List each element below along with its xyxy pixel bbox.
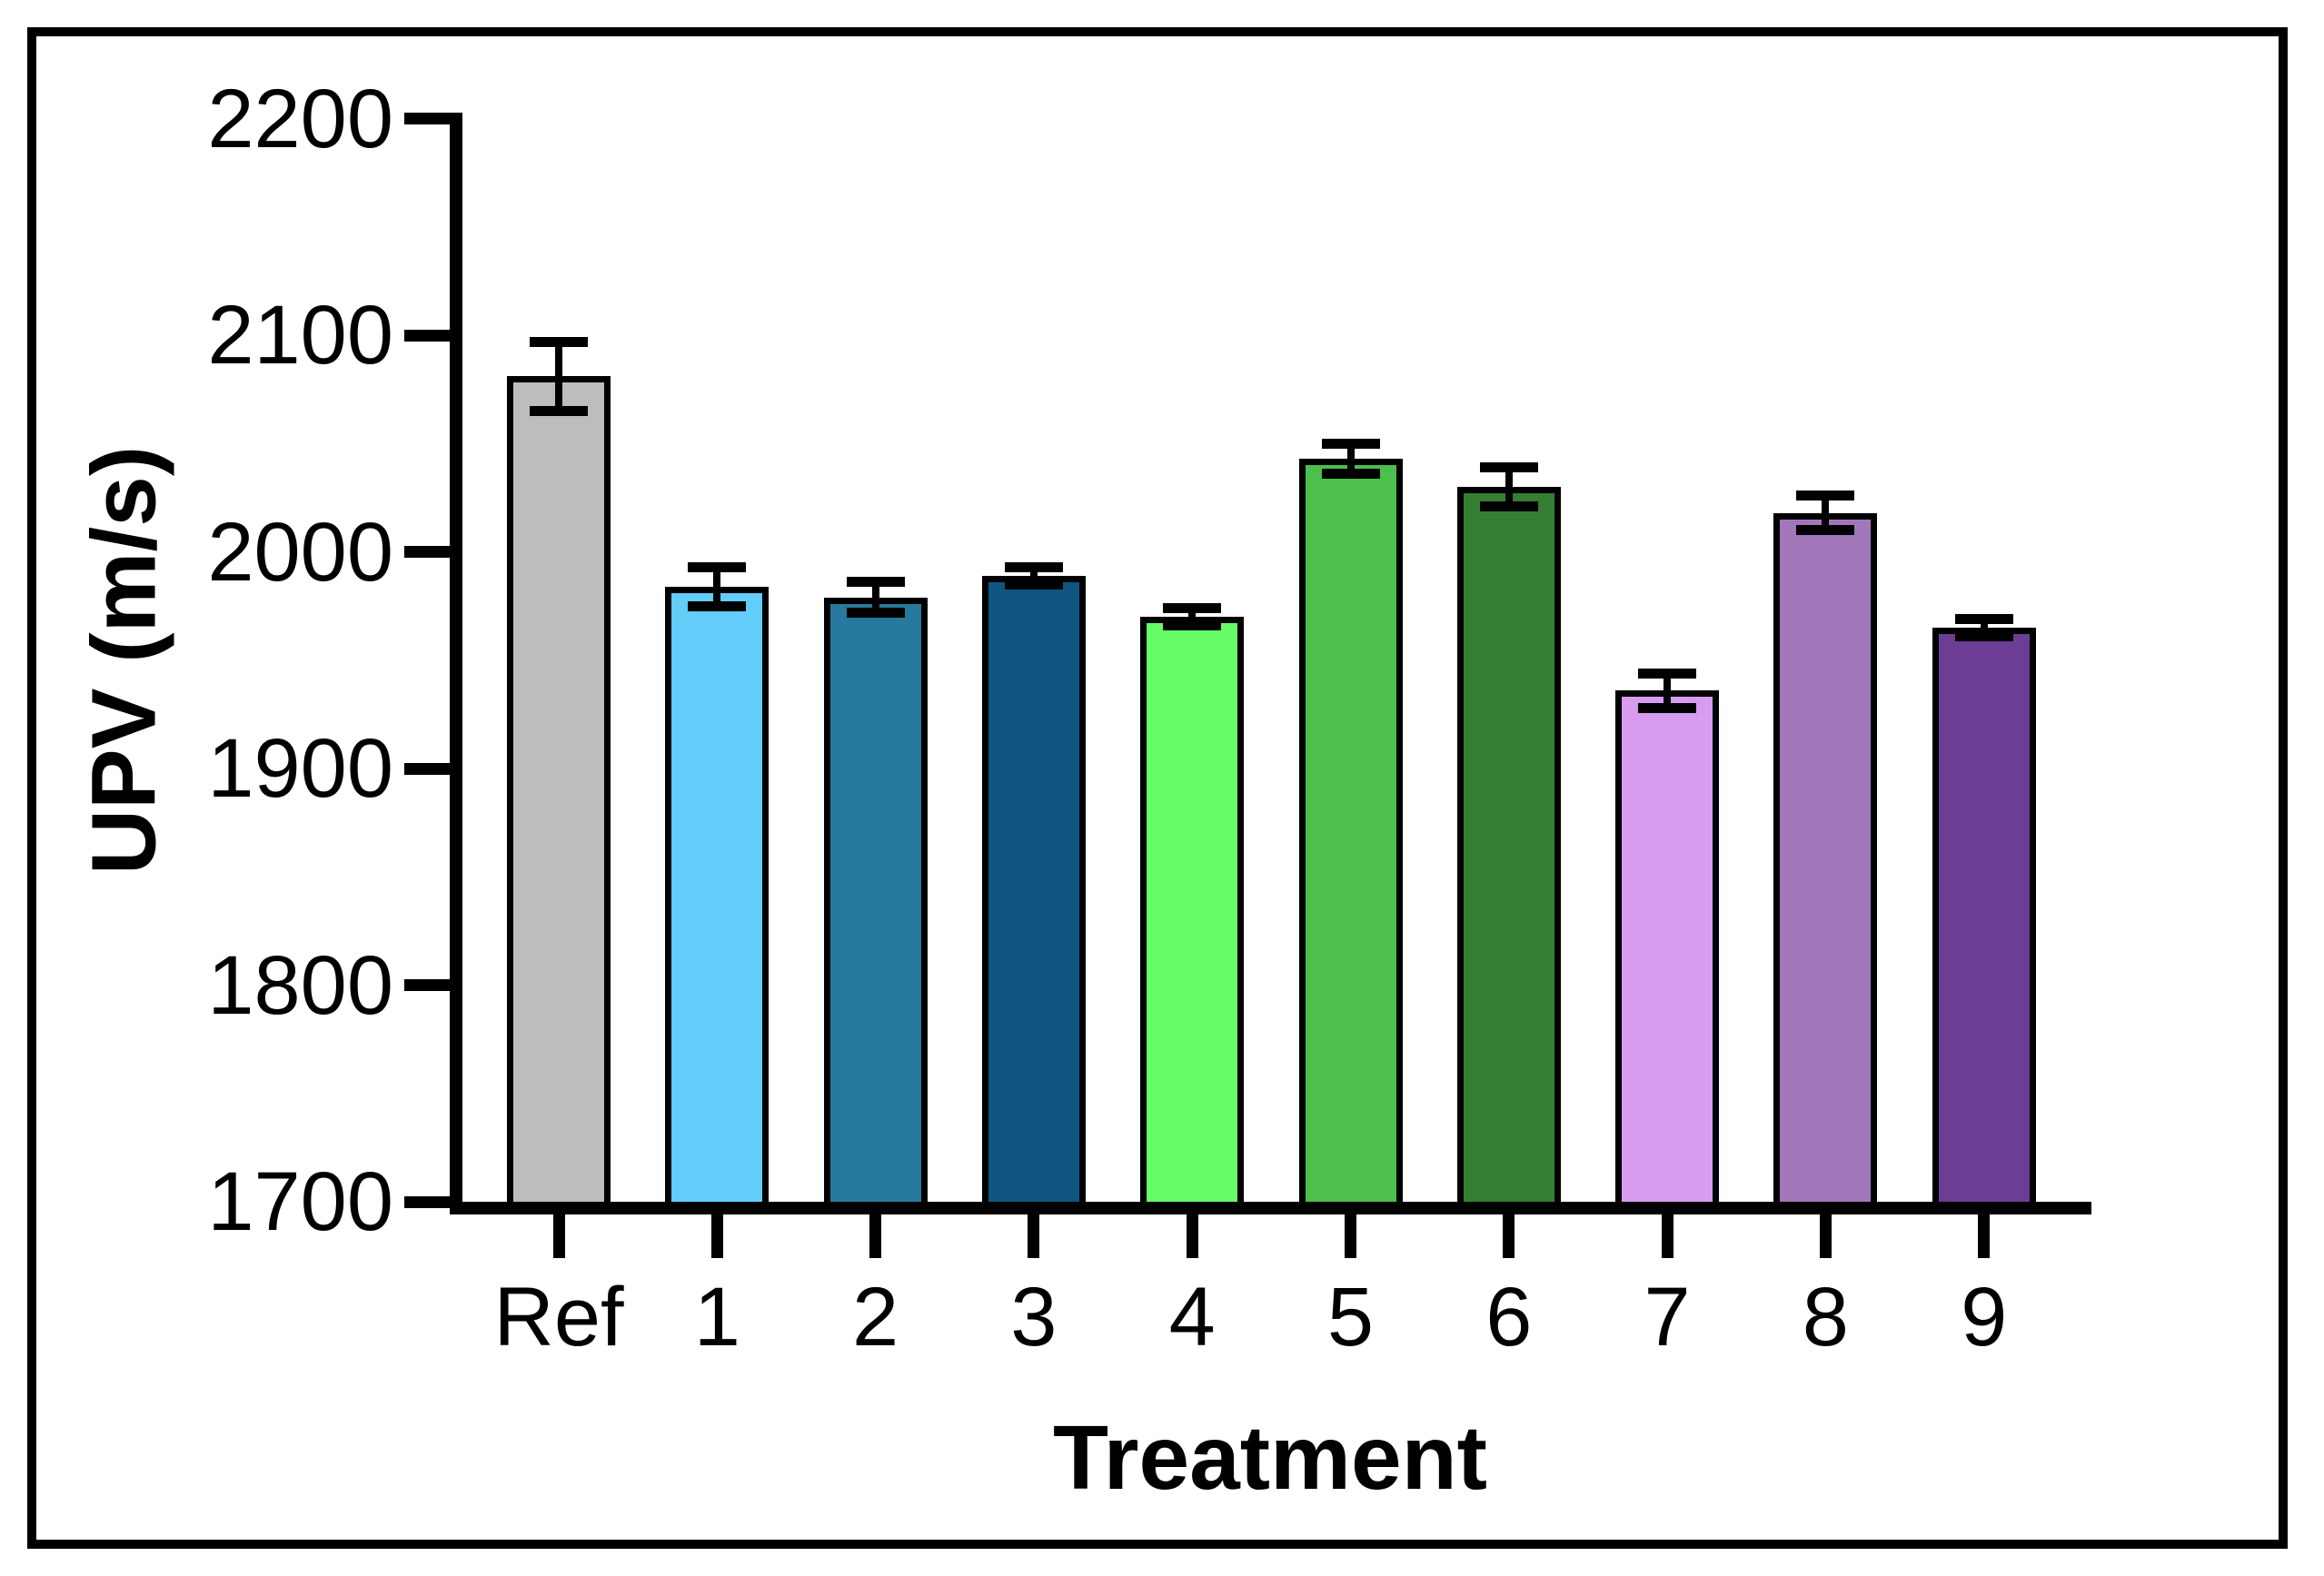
error-bar-stem [1505,467,1513,507]
error-bar-cap-top [1954,613,2013,624]
y-tick-label: 1800 [207,938,393,1032]
y-tick [404,979,450,991]
y-tick [404,546,450,558]
x-tick [1186,1214,1198,1258]
x-tick-label: 4 [1168,1271,1216,1363]
error-bar-cap-bottom [1163,620,1222,631]
error-bar-cap-bottom [1796,525,1855,536]
error-bar-stem [1664,673,1672,709]
x-axis-baseline [450,1202,2091,1214]
error-bar-cap-bottom [846,607,905,618]
bar [665,586,770,1208]
x-tick [869,1214,882,1258]
error-bar-cap-top [688,561,747,572]
bar [981,575,1086,1208]
x-tick-label: 2 [852,1271,899,1363]
y-axis-spine [450,112,462,1214]
bar [1773,512,1878,1208]
error-bar-cap-bottom [1004,579,1063,590]
bar [1140,617,1245,1208]
error-bar-stem [713,567,721,607]
error-bar-cap-top [1796,490,1855,501]
y-tick-label: 1700 [207,1155,393,1248]
x-tick [1345,1214,1356,1258]
error-bar-cap-top [530,336,588,347]
x-tick [1978,1214,1991,1258]
error-bar-cap-top [846,577,905,588]
y-axis-title: UPV (m/s) [73,445,175,876]
error-bar-stem [1029,567,1038,585]
x-tick [1028,1214,1040,1258]
x-tick [1503,1214,1515,1258]
error-bar-cap-bottom [1954,631,2013,641]
bar [1456,486,1561,1208]
x-tick [710,1214,723,1258]
error-bar-cap-bottom [1479,501,1538,511]
error-bar-stem [871,581,879,613]
y-tick-label: 2200 [207,72,393,165]
x-tick-label: 9 [1961,1271,2008,1363]
y-tick [404,762,450,775]
y-tick-label: 1900 [207,722,393,815]
error-bar-cap-top [1479,461,1538,472]
y-tick [404,113,450,124]
error-bar-cap-bottom [688,600,747,611]
error-bar-cap-top [1321,438,1380,449]
bar [507,376,611,1208]
x-tick-label: 7 [1644,1271,1691,1363]
x-tick-label: 3 [1010,1271,1058,1363]
x-tick-label: 1 [693,1271,740,1363]
x-tick-label: 8 [1802,1271,1849,1363]
x-tick-label: 5 [1326,1271,1375,1363]
y-tick-label: 2100 [207,289,393,382]
x-tick [1819,1214,1832,1258]
error-bar-stem [1188,608,1197,626]
error-bar-cap-top [1638,668,1697,679]
error-bar-cap-bottom [1321,469,1380,480]
bar [1615,690,1720,1208]
y-tick-label: 2000 [207,505,393,599]
y-tick [404,329,450,342]
x-tick [1661,1214,1673,1258]
error-bar-cap-bottom [530,405,588,416]
error-bar-stem [1346,443,1355,474]
error-bar-stem [1822,495,1830,530]
figure-border [27,27,2288,1549]
bar [823,597,928,1208]
x-axis-title: Treatment [1053,1407,1487,1509]
error-bar-cap-top [1163,603,1222,613]
bar [1932,627,2036,1208]
x-tick [552,1214,565,1258]
error-bar-cap-top [1004,561,1063,572]
x-tick-label: Ref [493,1271,624,1363]
error-bar-stem [1980,619,1988,637]
error-bar-stem [555,342,562,411]
bar [1298,458,1403,1208]
x-tick-label: 6 [1485,1271,1533,1363]
y-tick [404,1195,450,1208]
error-bar-cap-bottom [1638,702,1697,713]
